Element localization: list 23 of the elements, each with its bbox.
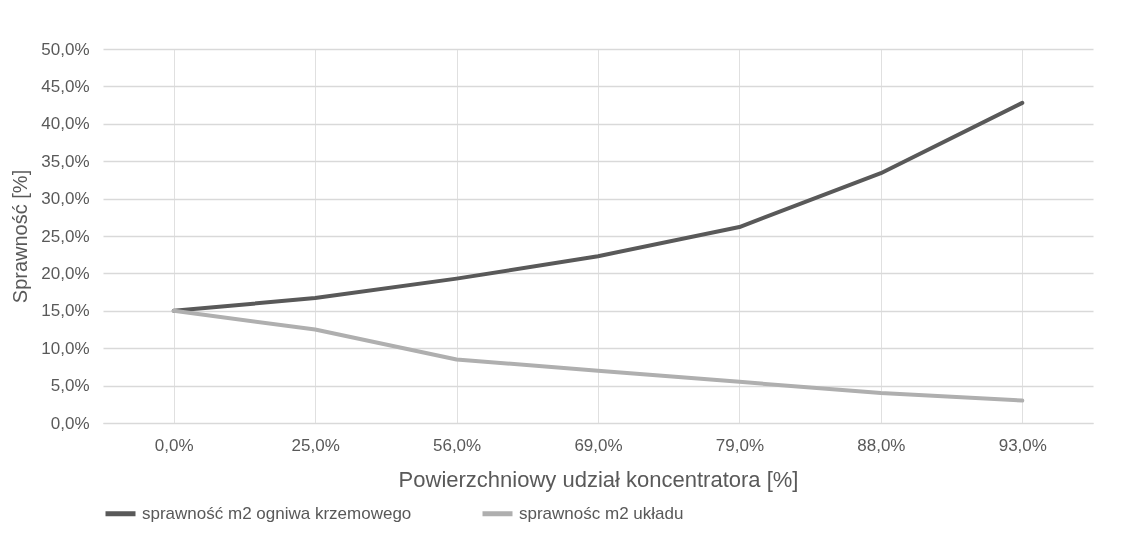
x-tick-label: 79,0% [715, 435, 765, 455]
x-tick-label: 25,0% [291, 435, 340, 455]
x-tick-label: 88,0% [857, 435, 906, 455]
y-tick-label: 25,0% [41, 226, 90, 246]
x-tick-label: 56,0% [432, 435, 482, 455]
y-tick-label: 10,0% [41, 338, 90, 358]
x-tick-label: 93,0% [998, 435, 1047, 455]
x-tick-label: 0,0% [154, 435, 194, 455]
y-tick-label: 0,0% [50, 413, 90, 433]
y-tick-label: 40,0% [41, 114, 90, 134]
line-series [171, 308, 1025, 403]
y-tick-label: 15,0% [41, 301, 90, 321]
y-tick-label: 50,0% [41, 39, 90, 59]
y-tick-label: 5,0% [50, 376, 90, 396]
y-tick-label: 30,0% [41, 189, 90, 209]
legend-label: sprawność m2 ogniwa krzemowego [142, 503, 412, 523]
legend-label: sprawnośc m2 układu [519, 503, 684, 523]
x-tick-label: 69,0% [574, 435, 623, 455]
x-axis-title: Powierzchniowy udział koncentratora [%] [398, 466, 799, 492]
y-tick-label: 45,0% [41, 76, 90, 96]
y-tick-label: 35,0% [41, 151, 90, 171]
y-axis-title: Sprawność [%] [9, 169, 32, 304]
y-tick-label: 20,0% [41, 263, 90, 283]
